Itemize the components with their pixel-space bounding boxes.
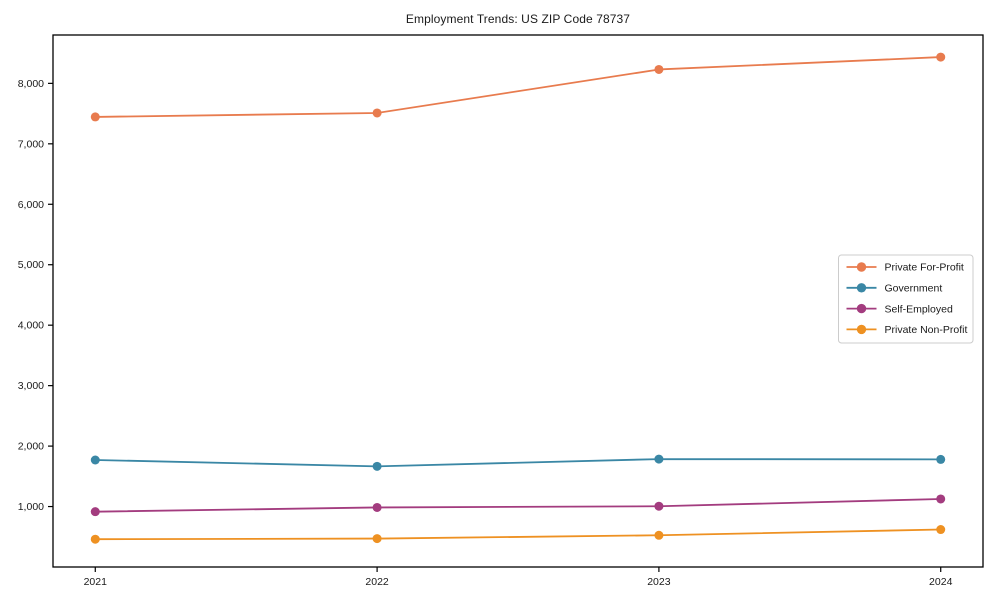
legend-marker bbox=[856, 283, 867, 293]
y-tick-label: 4,000 bbox=[18, 320, 44, 332]
data-point bbox=[90, 455, 100, 465]
axes: 1,000 2,000 3,000 4,000 5,000 6,000 7,000 8,000… bbox=[18, 34, 984, 588]
x-tick-label: 2022 bbox=[365, 576, 389, 588]
y-tick-label: 1,000 bbox=[18, 501, 44, 513]
data-point bbox=[654, 64, 664, 74]
legend-marker bbox=[856, 324, 867, 335]
data-point bbox=[90, 507, 100, 517]
data-point bbox=[90, 534, 100, 544]
data-point bbox=[372, 502, 382, 512]
legend-box bbox=[838, 254, 974, 344]
y-tick-label: 5,000 bbox=[18, 259, 44, 271]
series-private-non-profit bbox=[90, 525, 946, 544]
series-self-employed bbox=[90, 494, 946, 517]
data-point bbox=[936, 454, 946, 464]
data-point bbox=[90, 112, 100, 122]
data-point bbox=[372, 534, 382, 544]
legend-label: Private For-Profit bbox=[885, 262, 964, 274]
chart-title: Employment Trends: US ZIP Code 78737 bbox=[405, 12, 631, 26]
data-point bbox=[654, 530, 664, 540]
series-line bbox=[95, 458, 941, 468]
x-tick-label: 2024 bbox=[929, 576, 953, 588]
series-private-for-profit bbox=[90, 52, 946, 122]
data-point bbox=[936, 52, 946, 62]
series-line bbox=[95, 56, 941, 118]
y-tick-label: 8,000 bbox=[18, 78, 44, 90]
plot-border bbox=[52, 34, 984, 568]
data-point bbox=[372, 461, 382, 471]
x-tick-label: 2021 bbox=[84, 576, 108, 588]
legend: Private For-Profit Government Self-Employe… bbox=[838, 254, 974, 344]
data-point bbox=[936, 525, 946, 535]
y-tick-label: 6,000 bbox=[18, 199, 44, 211]
legend-marker bbox=[856, 303, 867, 314]
legend-marker bbox=[856, 262, 867, 272]
data-point bbox=[936, 494, 946, 504]
y-tick-label: 3,000 bbox=[18, 380, 44, 392]
legend-label: Self-Employed bbox=[885, 303, 953, 315]
data-point bbox=[372, 108, 382, 118]
series-line bbox=[95, 528, 941, 541]
data-point bbox=[654, 454, 664, 464]
series-line bbox=[95, 498, 941, 513]
x-tick-label: 2023 bbox=[647, 576, 671, 588]
y-tick-label: 2,000 bbox=[18, 441, 44, 453]
legend-label: Private Non-Profit bbox=[885, 324, 968, 336]
y-tick-label: 7,000 bbox=[18, 138, 44, 150]
data-point bbox=[654, 501, 664, 511]
series-government bbox=[90, 454, 946, 471]
legend-label: Government bbox=[885, 283, 943, 295]
